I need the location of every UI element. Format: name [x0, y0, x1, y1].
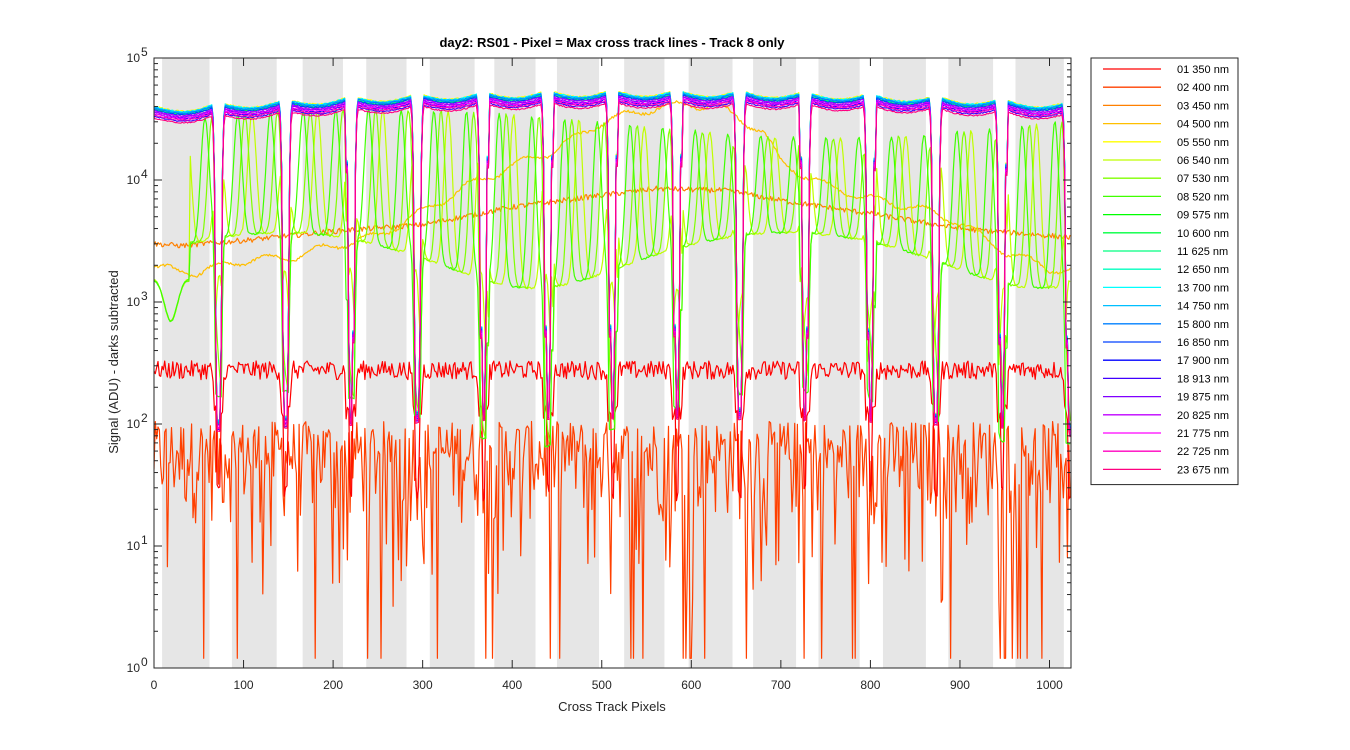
- legend-entry-label: 12 650 nm: [1177, 264, 1229, 276]
- legend-entry-label: 02 400 nm: [1177, 82, 1229, 94]
- legend-entry-label: 08 520 nm: [1177, 191, 1229, 203]
- shaded-band-1: [162, 58, 210, 668]
- y-tick-label: 10: [127, 173, 141, 187]
- legend-entry-label: 21 775 nm: [1177, 428, 1229, 440]
- legend-entry-label: 05 550 nm: [1177, 137, 1229, 149]
- y-tick-label: 10: [127, 417, 141, 431]
- series-line-4: [154, 100, 1071, 278]
- shaded-band-8: [624, 58, 665, 668]
- shaded-band-7: [556, 58, 600, 668]
- x-tick-label: 400: [502, 678, 522, 692]
- y-tick-label: 10: [127, 661, 141, 675]
- y-tick-exponent: 5: [141, 45, 148, 59]
- legend-entry-label: 13 700 nm: [1177, 282, 1229, 294]
- shaded-band-12: [882, 58, 926, 668]
- legend-entry-label: 03 450 nm: [1177, 100, 1229, 112]
- legend-entry-label: 18 913 nm: [1177, 373, 1229, 385]
- x-tick-label: 300: [413, 678, 433, 692]
- legend-entry-label: 15 800 nm: [1177, 319, 1229, 331]
- series-line-8: [154, 108, 1071, 448]
- x-tick-label: 100: [234, 678, 254, 692]
- shaded-band-13: [948, 58, 994, 668]
- legend-entry-label: 20 825 nm: [1177, 410, 1229, 422]
- legend-entry-label: 01 350 nm: [1177, 64, 1229, 76]
- y-tick-label: 10: [127, 295, 141, 309]
- x-axis-label: Cross Track Pixels: [558, 699, 666, 714]
- legend-entry-label: 09 575 nm: [1177, 210, 1229, 222]
- x-tick-label: 500: [592, 678, 612, 692]
- x-tick-label: 1000: [1036, 678, 1063, 692]
- legend: 01 350 nm 02 400 nm 03 450 nm 04 500 nm 05 5…: [1090, 57, 1239, 486]
- chart-title: day2: RS01 - Pixel = Max cross track lin…: [439, 35, 785, 50]
- legend-entry-label: 16 850 nm: [1177, 337, 1229, 349]
- y-tick-exponent: 0: [141, 655, 148, 669]
- y-tick-label: 10: [127, 51, 141, 65]
- series-line-23: [154, 102, 1071, 438]
- axes-box: [153, 57, 1072, 669]
- y-tick-label: 10: [127, 539, 141, 553]
- x-tick-label: 800: [860, 678, 880, 692]
- legend-entry-label: 14 750 nm: [1177, 301, 1229, 313]
- y-tick-exponent: 2: [141, 411, 148, 425]
- legend-entry-label: 23 675 nm: [1177, 464, 1229, 476]
- legend-entry-label: 19 875 nm: [1177, 392, 1229, 404]
- x-tick-label: 900: [950, 678, 970, 692]
- x-tick-label: 0: [151, 678, 158, 692]
- legend-entry-label: 11 625 nm: [1177, 246, 1228, 258]
- shaded-band-3: [302, 58, 343, 668]
- y-tick-exponent: 1: [141, 533, 148, 547]
- legend-entry-label: 22 725 nm: [1177, 446, 1229, 458]
- legend-entry-label: 17 900 nm: [1177, 355, 1229, 367]
- x-tick-label: 600: [681, 678, 701, 692]
- plot-area: [154, 58, 1071, 668]
- x-tick-label: 200: [323, 678, 343, 692]
- legend-entry-label: 10 600 nm: [1177, 228, 1229, 240]
- y-tick-exponent: 4: [141, 167, 148, 181]
- legend-entry-label: 06 540 nm: [1177, 155, 1229, 167]
- series-line-1: [154, 360, 1071, 502]
- x-tick-label: 700: [771, 678, 791, 692]
- legend-entry-label: 07 530 nm: [1177, 173, 1229, 185]
- y-axis-label: Signal (ADU) - darks subtracted: [106, 270, 121, 454]
- legend-box: [1090, 57, 1239, 486]
- legend-entry-label: 04 500 nm: [1177, 119, 1229, 131]
- y-tick-exponent: 3: [141, 289, 148, 303]
